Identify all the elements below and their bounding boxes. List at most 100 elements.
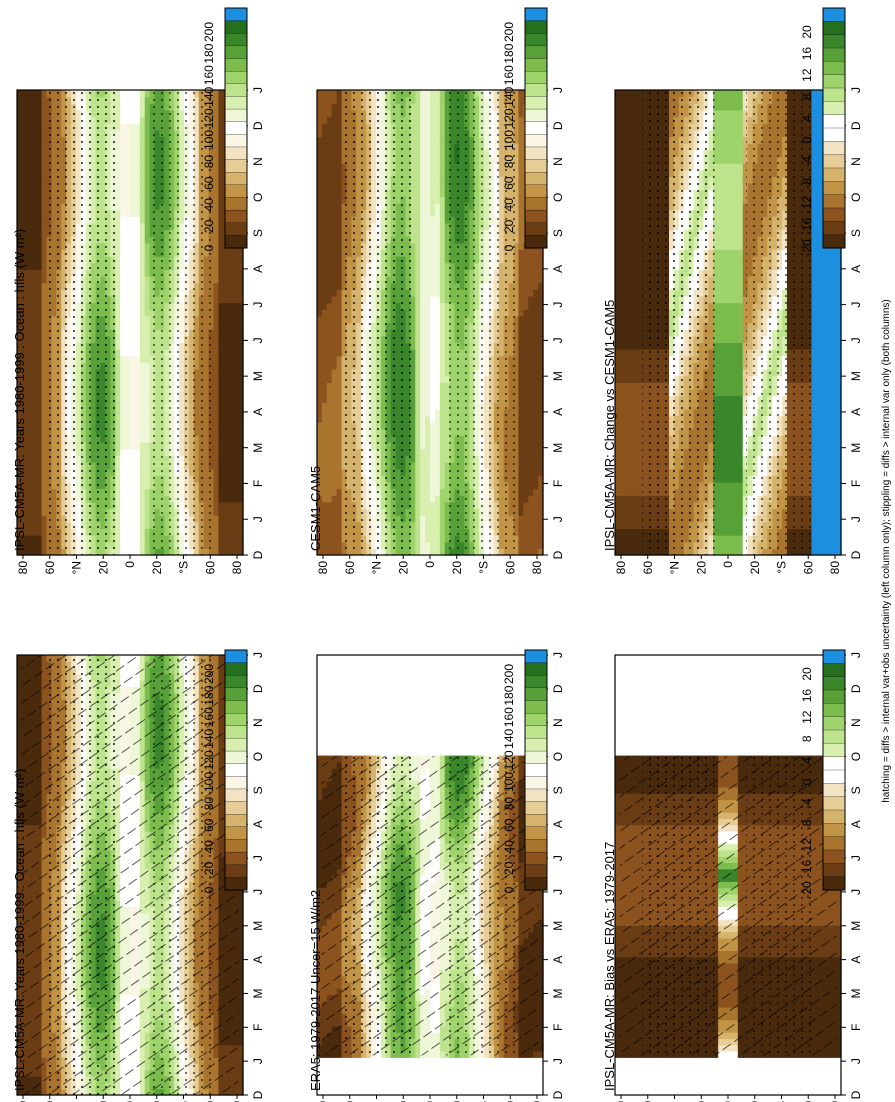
heatmap-cell: [17, 761, 23, 769]
heatmap-cell: [17, 673, 23, 681]
heatmap-cell: [17, 868, 23, 876]
colorbar-swatch: [224, 662, 248, 676]
colorbar-label: 180: [202, 685, 216, 705]
month-tick-label: O: [251, 752, 265, 761]
colorbar-label: 120: [202, 750, 216, 770]
heatmap-cell: [17, 768, 23, 776]
heatmap-cell: [17, 931, 23, 939]
month-tick-label: A: [251, 956, 265, 964]
heatmap-cell: [17, 994, 23, 1002]
colorbar-label: 80: [202, 797, 216, 811]
heatmap-cell: [17, 824, 23, 832]
heatmap-cell: [17, 887, 23, 895]
colorbar-label: 60: [202, 818, 216, 832]
colorbar-swatch: [224, 700, 248, 714]
month-tick-label: M: [251, 988, 265, 998]
colorbar-swatch: [224, 687, 248, 702]
colorbar-swatch: [224, 864, 248, 878]
heatmap-cell: [17, 1044, 23, 1052]
panel-title: IPSL-CM5A-MR: Years 1980-1999 : Ocean : …: [12, 769, 27, 1091]
heatmap-cell: [17, 1088, 23, 1096]
heatmap-cell: [17, 655, 23, 662]
colorbar-swatch: [224, 814, 248, 828]
heatmap-cell: [17, 1076, 23, 1084]
heatmap-cell: [17, 950, 23, 958]
heatmap-cell: [17, 1063, 23, 1071]
colorbar-label: 100: [202, 772, 216, 792]
heatmap-cell: [17, 1000, 23, 1008]
heatmap-cell: [17, 1025, 23, 1033]
colorbar-swatch: [224, 725, 248, 739]
heatmap-cell: [17, 1038, 23, 1046]
colorbar-swatch: [224, 713, 248, 727]
month-tick-label: J: [251, 1058, 265, 1064]
colorbar-swatch: [224, 826, 248, 841]
heatmap-cell: [17, 1051, 23, 1058]
month-tick-label: D: [251, 1090, 265, 1099]
colorbar-swatch: [224, 801, 248, 815]
heatmap-cell: [17, 944, 23, 952]
heatmap-cell: [17, 900, 23, 908]
heatmap-cell: [17, 787, 23, 794]
heatmap-cell: [17, 667, 23, 675]
heatmap-cell: [17, 1013, 23, 1021]
heatmap-cell: [17, 717, 23, 725]
heatmap-cell: [17, 1007, 23, 1014]
colorbar-swatch: [224, 839, 248, 853]
heatmap-cell: [17, 780, 23, 788]
heatmap-cell: [17, 799, 23, 807]
heatmap-cell: [17, 743, 23, 750]
heatmap-cell: [17, 774, 23, 782]
colorbar-swatch: [224, 776, 248, 790]
heatmap-cell: [17, 1019, 23, 1027]
heatmap-cell: [17, 661, 23, 669]
heatmap-cell: [17, 812, 23, 820]
month-tick-label: J: [251, 889, 265, 895]
month-tick-label: S: [251, 786, 265, 794]
heatmap-cell: [17, 1082, 23, 1090]
heatmap-cell: [17, 730, 23, 738]
heatmap-cell: [17, 755, 23, 763]
heatmap-cell: [17, 793, 23, 801]
colorbar-swatch: [224, 763, 248, 777]
heatmap-cell: [17, 956, 23, 964]
month-tick-label: A: [251, 820, 265, 828]
heatmap-cell: [17, 680, 23, 688]
heatmap-cell: [17, 692, 23, 700]
heatmap-cell: [17, 1057, 23, 1065]
heatmap-cell: [17, 912, 23, 920]
heatmap-cell: [17, 988, 23, 996]
colorbar-label: 20: [202, 861, 216, 875]
heatmap-cell: [17, 856, 23, 864]
month-tick-label: J: [251, 855, 265, 861]
heatmap-cell: [17, 818, 23, 826]
heatmap-cell: [17, 893, 23, 901]
colorbar-swatch: [224, 649, 248, 664]
month-tick-label: M: [251, 921, 265, 931]
colorbar-label: 40: [202, 840, 216, 854]
heatmap-cell: [17, 975, 23, 983]
colorbar-label: 0: [202, 886, 216, 893]
heatmap-cell: [17, 906, 23, 914]
heatmap-cell: [17, 1069, 23, 1077]
heatmap-cell: [17, 837, 23, 845]
panel-left-top: DJFMAMJJASONDJ8060°N20020°S6080IPSL-CM5A…: [12, 649, 265, 1102]
colorbar-label: 140: [202, 728, 216, 748]
figure-caption: hatching = diffs > internal var+obs unce…: [881, 299, 892, 803]
heatmap-cell: [17, 705, 23, 713]
heatmap-cell: [17, 919, 23, 926]
heatmap-cell: [17, 963, 23, 970]
month-tick-label: D: [251, 684, 265, 693]
heatmap-cell: [17, 875, 23, 882]
heatmap-cell: [17, 849, 23, 857]
heatmap-cell: [17, 843, 23, 851]
month-tick-label: N: [251, 718, 265, 727]
colorbar-swatch: [224, 788, 248, 803]
colorbar-swatch: [224, 738, 248, 752]
heatmap-cell: [17, 881, 23, 889]
heatmap-cell: [17, 981, 23, 989]
colorbar-swatch: [224, 675, 248, 689]
heatmap-cell: [17, 969, 23, 977]
